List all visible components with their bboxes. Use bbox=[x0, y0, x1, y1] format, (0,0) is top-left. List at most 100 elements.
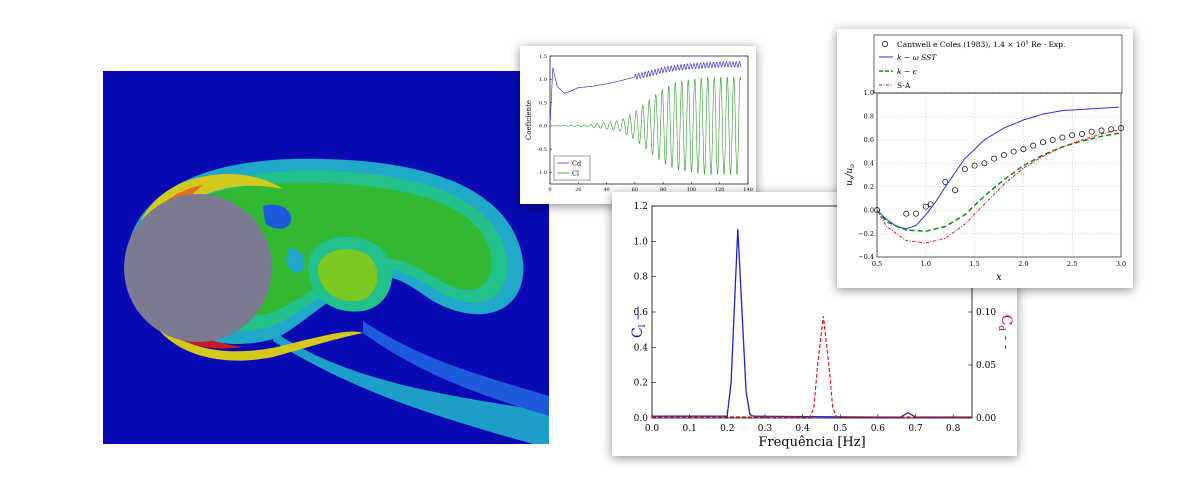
experimental-point bbox=[991, 155, 998, 162]
x-tick-label: 0 bbox=[548, 187, 551, 193]
experimental-point bbox=[1030, 142, 1037, 149]
x-tick-label: 0.4 bbox=[795, 424, 810, 434]
experimental-point bbox=[971, 162, 978, 169]
experimental-point bbox=[1118, 125, 1124, 132]
y-right-tick-label: 0.05 bbox=[976, 361, 996, 371]
y-right-tick-label: 0.10 bbox=[976, 308, 996, 318]
y-tick-label: 0.5 bbox=[539, 100, 547, 106]
vortex-pocket-2 bbox=[286, 248, 305, 273]
experimental-point bbox=[1069, 132, 1076, 139]
experimental-point bbox=[1039, 139, 1046, 146]
x-tick-label: 3.0 bbox=[1116, 260, 1126, 268]
legend-label-exp: Cantwell e Coles (1983), 1.4 × 105 Re - … bbox=[897, 40, 1065, 49]
y-tick-label: -0.5 bbox=[537, 147, 547, 153]
experimental-point bbox=[961, 166, 968, 173]
y-tick-label: 0.0 bbox=[864, 206, 874, 214]
x-tick-label: 2.5 bbox=[1067, 260, 1077, 268]
cd-symbol: C bbox=[998, 315, 1014, 326]
y-tick-label: 0.2 bbox=[864, 183, 874, 191]
x-tick-label: 0.3 bbox=[758, 424, 773, 434]
svg-text:Cl —: Cl — bbox=[630, 306, 648, 338]
x-tick-label: 60 bbox=[632, 187, 638, 193]
experimental-point bbox=[1049, 136, 1056, 143]
cd-line-style: - - bbox=[998, 331, 1014, 350]
y-tick-label: 1.5 bbox=[539, 54, 547, 60]
experimental-point bbox=[922, 203, 929, 210]
cylinder bbox=[124, 194, 272, 342]
series-cl-line bbox=[550, 77, 741, 175]
experimental-point bbox=[981, 160, 988, 167]
x-tick-label: 20 bbox=[575, 187, 581, 193]
y-tick-label: 0.0 bbox=[539, 124, 547, 130]
lower-shear-layer-yellow bbox=[143, 301, 363, 361]
x-tick-label: 0.5 bbox=[872, 260, 882, 268]
cd-subscript: d bbox=[996, 325, 1006, 331]
y-tick-label: 0.8 bbox=[864, 113, 874, 121]
y-left-tick-label: 1.0 bbox=[634, 237, 649, 247]
y-axis-right-label: Cd - - bbox=[996, 315, 1014, 350]
velocity-profile-card: Cantwell e Coles (1983), 1.4 × 105 Re - … bbox=[837, 29, 1133, 288]
y-left-tick-label: 0.0 bbox=[634, 414, 649, 424]
x-tick-label: 80 bbox=[660, 187, 666, 193]
cl-line-style: — bbox=[630, 306, 646, 324]
experimental-point bbox=[903, 210, 910, 217]
experimental-point bbox=[1000, 152, 1007, 159]
x-tick-label: 100 bbox=[687, 187, 697, 193]
series-line-3 bbox=[876, 129, 1120, 244]
legend-label-sa: S-A bbox=[897, 81, 911, 90]
experimental-point bbox=[913, 210, 919, 217]
experimental-point bbox=[874, 207, 880, 214]
series-line-2 bbox=[876, 132, 1120, 232]
y-axis-label: Coeficiente bbox=[525, 100, 533, 140]
axes-frame bbox=[876, 92, 1122, 258]
experimental-point bbox=[1098, 127, 1105, 134]
y-axis-label: ux/uo bbox=[845, 164, 856, 186]
experimental-point bbox=[942, 179, 949, 185]
x-tick-label: 0.8 bbox=[946, 424, 961, 434]
svg-text:Cd - -: Cd - - bbox=[996, 315, 1014, 350]
x-tick-label: 140 bbox=[743, 187, 753, 193]
x-tick-label: 0.1 bbox=[682, 424, 696, 434]
legend-label-cl: Cl bbox=[572, 170, 579, 178]
x-tick-label: 1.0 bbox=[921, 260, 931, 268]
x-tick-label: 0.7 bbox=[908, 424, 923, 434]
y-tick-label: -1.0 bbox=[537, 170, 547, 176]
vortex-shedding-contour bbox=[103, 71, 549, 444]
coefficient-history-card: 0 20 40 60 80 100 120 140 -1.0 -0.5 0.0 0.5 1.0 1.5 C… bbox=[520, 46, 756, 204]
second-vortex-core bbox=[318, 249, 378, 302]
cl-subscript: l bbox=[638, 324, 648, 327]
legend-marker-exp bbox=[882, 41, 888, 47]
x-tick-label: 1.5 bbox=[969, 260, 979, 268]
y-left-tick-label: 0.8 bbox=[634, 273, 649, 283]
x-axis-label: Frequência [Hz] bbox=[758, 435, 865, 450]
series-cd-spectrum bbox=[652, 316, 972, 418]
y-tick-label: 0.6 bbox=[864, 136, 874, 144]
y-tick-label: −0.2 bbox=[858, 230, 874, 238]
experimental-point bbox=[1108, 126, 1115, 133]
y-tick-label: 1.0 bbox=[539, 77, 547, 83]
cl-symbol: C bbox=[630, 327, 646, 338]
y-axis-left-label: Cl — bbox=[630, 306, 648, 338]
experimental-point bbox=[1079, 131, 1085, 137]
y-tick-label: 1.0 bbox=[864, 89, 874, 97]
experimental-point bbox=[1010, 148, 1017, 155]
x-tick-label: 0.0 bbox=[645, 424, 660, 434]
experimental-point bbox=[1059, 134, 1066, 141]
experimental-point bbox=[1088, 128, 1095, 135]
x-tick-label: 40 bbox=[603, 187, 609, 193]
legend: Cantwell e Coles (1983), 1.4 × 105 Re - … bbox=[873, 34, 1123, 94]
legend-label-sst: k − ω SST bbox=[897, 53, 937, 62]
y-left-tick-label: 0.2 bbox=[634, 379, 648, 389]
y-left-tick-label: 0.4 bbox=[634, 343, 649, 353]
x-axis-label: x bbox=[996, 272, 1002, 283]
series-cl-spectrum bbox=[652, 228, 972, 418]
coefficient-history-chart: 0 20 40 60 80 100 120 140 -1.0 -0.5 0.0 0.5 1.0 1.5 C… bbox=[525, 54, 753, 193]
legend: Cd Cl bbox=[553, 155, 591, 181]
x-tick-label: 120 bbox=[715, 187, 725, 193]
lower-wake-outer bbox=[273, 331, 549, 444]
frequency-spectrum-chart: 0.0 0.1 0.2 0.3 0.4 0.5 0.6 0.7 0.8 0.0 0.2 0.4 0.6 0… bbox=[630, 202, 1014, 450]
x-tick-label: 0.5 bbox=[833, 424, 848, 434]
legend-label-ke: k − ϵ bbox=[897, 67, 918, 76]
x-tick-label: 0.6 bbox=[871, 424, 886, 434]
y-right-tick-label: 0.00 bbox=[976, 414, 996, 424]
